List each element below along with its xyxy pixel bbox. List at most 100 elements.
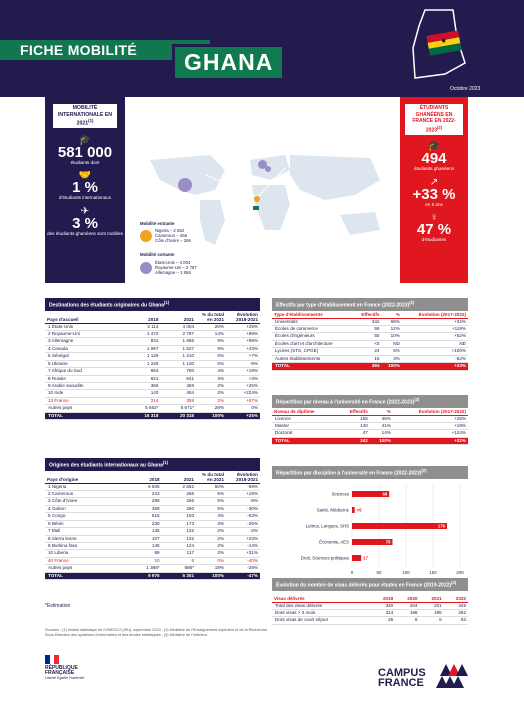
table-cell: 24 <box>352 347 382 356</box>
table-row: 7 Afrique du Sud 654 780 4% +19% <box>45 367 260 376</box>
table-cell: -47% <box>226 572 260 580</box>
table-cell: -30% <box>226 505 260 514</box>
ghana-location-marker <box>253 206 259 210</box>
table-cell: 641 <box>160 375 196 383</box>
uk-outgoing-bubble <box>258 160 267 169</box>
table-header-row: Visas délivrés 2019 2020 2021 2022 <box>272 594 468 603</box>
table-cell: +31% <box>226 549 260 558</box>
table-cell: 454 <box>160 389 196 398</box>
table-row: 3 Côte d'Ivoire 288 266 5% -8% <box>45 497 260 506</box>
visa-table-section: Évolution du nombre de visas délivrés po… <box>272 578 468 625</box>
table-row: 9 Arabie saoudite 366 458 2% +25% <box>45 382 260 391</box>
table-row: Écoles d'ingénieurs 50 10% +52% <box>272 332 468 341</box>
table-cell: Dont visas de court séjour <box>272 616 371 625</box>
origins-table-title: Origines des étudiants internationaux au… <box>45 458 260 471</box>
growth-value: +33 % <box>412 185 456 203</box>
total-students-value: 581 000 <box>57 143 113 161</box>
table-cell: 26 <box>370 616 396 625</box>
french-flag-icon <box>45 655 60 664</box>
header-green-strip <box>0 40 210 60</box>
table-cell: 47 <box>337 429 370 438</box>
incoming-legend-list: Nigeria – 2 652 Cameroun – 266 Côte d'Iv… <box>155 228 191 243</box>
category-label: Sciences <box>332 491 349 496</box>
table-cell: 15 <box>352 355 382 364</box>
table-cell: 345 <box>443 602 468 611</box>
table-row: 5 Congo 515 193 4% -63% <box>45 512 260 521</box>
table-cell: 124 <box>161 542 196 551</box>
table-cell: 1 656 <box>160 337 196 346</box>
origins-table: Pays d'origine 2018 2021 % du total en 2… <box>45 470 260 580</box>
table-header-row: Niveau de diplôme Effectifs % Évolution … <box>272 407 468 416</box>
table-cell: +99% <box>226 337 260 346</box>
table-cell: 3% <box>196 520 226 529</box>
table-cell: -59% <box>226 483 260 492</box>
table-cell: 6 <box>395 616 420 625</box>
etab-table-section: Effectifs par type d'établissement en Fr… <box>272 298 468 371</box>
bar <box>352 538 393 545</box>
table-cell: 5% <box>381 347 402 356</box>
table-cell: 5 Sénégal <box>45 352 125 361</box>
etab-table: Type d'établissements Effectifs % Évolut… <box>272 310 468 371</box>
table-cell: TOTAL <box>272 437 338 446</box>
table-cell: 266 <box>161 497 196 506</box>
table-cell: +119% <box>401 325 468 334</box>
destinations-table: Pays d'accueil 2018 2021 % du total en 2… <box>45 310 260 420</box>
destinations-table-section: Destinations des étudiants originaires d… <box>45 298 260 420</box>
table-cell: 10% <box>381 332 402 341</box>
table-cell: 515 <box>123 512 162 521</box>
ghanaian-students-france-panel: ÉTUDIANTS GHANÉENS EN FRANCE EN 2022-202… <box>400 97 468 283</box>
table-cell: 5 671* <box>160 404 196 413</box>
table-cell: 288 <box>123 497 162 506</box>
table-cell: 89 <box>123 549 162 558</box>
bar <box>352 506 355 513</box>
table-cell: 1 130 <box>160 360 196 369</box>
table-cell: Master <box>272 422 338 431</box>
table-cell: 4 Gabon <box>45 505 124 514</box>
table-cell: 50 <box>352 332 382 341</box>
table-cell: 132 <box>161 527 196 536</box>
table-row: Master 140 41% +19% <box>272 422 468 431</box>
table-row: 13 France 214 358 2% +67% <box>45 397 260 406</box>
table-cell: 342 <box>352 318 382 327</box>
table-row: Universités 342 69% +32% <box>272 318 468 327</box>
table-cell: 16 318 <box>124 412 161 420</box>
table-cell: 230 <box>123 520 162 529</box>
discipline-bar-chart: 0 50 100 150 200 Sciences 69 Santé, Médecine <5 L… <box>301 484 464 575</box>
table-row: 8 Russie 621 641 3% +3% <box>45 375 260 383</box>
table-cell: 20 318 <box>160 412 196 420</box>
table-cell: +3% <box>226 375 260 383</box>
table-cell: TOTAL <box>45 412 125 420</box>
table-cell: +67% <box>226 397 260 406</box>
female-share-text: d'étudiantes <box>421 237 447 243</box>
table-row: Dont visas > 3 mois 314 198 195 282 <box>272 609 468 618</box>
table-cell: +19% <box>226 367 260 376</box>
table-cell: 986* <box>161 564 196 573</box>
table-cell: 201 <box>419 602 444 611</box>
campus-france-triangles-icon <box>436 664 468 688</box>
table-cell: 260 <box>161 505 196 514</box>
table-cell: 266 <box>161 490 196 499</box>
table-cell: +19% <box>226 490 260 499</box>
bar <box>352 522 448 529</box>
outgoing-legend-list: États-Unis – 4 004 Royaume-Uni – 2 787 A… <box>155 260 197 275</box>
table-cell: TOTAL <box>45 572 124 580</box>
table-cell: 50% <box>196 483 226 492</box>
table-cell: 198 <box>395 609 420 618</box>
table-cell: 13 France <box>45 397 125 406</box>
table-cell: 2% <box>196 542 226 551</box>
growth-text: en 5 ans <box>425 201 443 207</box>
table-row: 6 Ukraine 1 246 1 130 6% -9% <box>45 360 260 369</box>
publication-date: Octobre 2023 <box>450 86 481 92</box>
table-total-row: TOTAL 16 318 20 318 100% +25% <box>45 412 260 420</box>
table-cell: 204 <box>395 602 420 611</box>
table-cell: 6% <box>196 360 226 369</box>
table-cell: 3% <box>196 375 226 383</box>
bar-value-label: 69 <box>382 491 387 496</box>
table-cell: 2 Cameroun <box>45 490 124 499</box>
table-cell: 14% <box>369 429 393 438</box>
table-cell: Écoles de commerce <box>272 325 353 334</box>
table-row: Autres établissements 15 3% -52% <box>272 355 468 364</box>
table-cell: 41% <box>369 422 393 431</box>
table-cell: Autres pays <box>45 564 124 573</box>
table-cell: <5 <box>352 340 382 349</box>
